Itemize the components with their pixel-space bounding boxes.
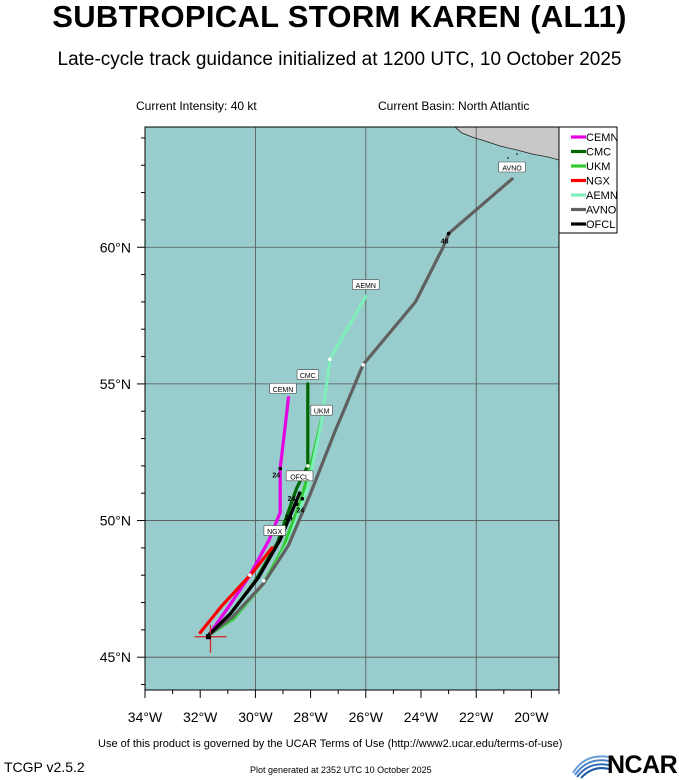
tick-label-lat: 50°N bbox=[100, 513, 131, 529]
tick-label-lat: 45°N bbox=[100, 649, 131, 665]
tick-label-lon: 34°W bbox=[128, 709, 163, 725]
track-end-label: NGX bbox=[267, 529, 283, 536]
track-end-label: CEMN bbox=[273, 387, 294, 394]
track-line-ukm bbox=[206, 417, 324, 637]
tick-label-lat: 55°N bbox=[100, 376, 131, 392]
tick-label-lon: 20°W bbox=[514, 709, 549, 725]
track-end-label-box bbox=[352, 279, 380, 290]
forecast-hour-dot bbox=[300, 496, 305, 501]
page-title: SUBTROPICAL STORM KAREN (AL11) bbox=[52, 0, 627, 34]
track-end-label-box bbox=[310, 404, 333, 416]
track-end-label: AEMN bbox=[356, 283, 376, 290]
forecast-hour-dot bbox=[446, 231, 451, 236]
terms-of-use-text: Use of this product is governed by the U… bbox=[98, 738, 563, 750]
ncar-logo-text: NCAR bbox=[607, 751, 678, 779]
legend-label-ngx: NGX bbox=[586, 176, 611, 188]
track-line-ngx bbox=[198, 546, 274, 635]
track-end-label-box bbox=[269, 383, 297, 394]
tick-label-lon: 26°W bbox=[349, 709, 384, 725]
forecast-hour-label: 24 bbox=[296, 508, 304, 515]
track-line-avno bbox=[206, 177, 514, 637]
forecast-hour-label: 24 bbox=[272, 473, 280, 480]
greenland-landmass bbox=[454, 127, 559, 161]
forecast-hour-label: 24 bbox=[285, 515, 293, 522]
tick-label-lon: 22°W bbox=[459, 709, 494, 725]
page-subtitle: Late-cycle track guidance initialized at… bbox=[57, 49, 622, 70]
legend-label-ofcl: OFCL bbox=[586, 219, 615, 231]
ocean-background bbox=[145, 127, 559, 690]
initial-position-dot bbox=[205, 634, 211, 640]
forecast-hour-label: 24 bbox=[288, 496, 296, 503]
tick-label-lon: 28°W bbox=[293, 709, 328, 725]
legend: CEMN CMC UKM NGX AEMN AVNO OFCL bbox=[558, 126, 618, 234]
current-intensity: Current Intensity: 40 kt bbox=[136, 99, 257, 113]
forecast-hour-dot bbox=[297, 491, 302, 496]
track-end-label-box bbox=[296, 369, 319, 381]
track-end-label: CMC bbox=[300, 373, 316, 380]
track-end-label: UKM bbox=[314, 409, 330, 416]
legend-label-avno: AVNO bbox=[586, 205, 617, 217]
legend-label-cemn: CEMN bbox=[586, 132, 618, 144]
legend-label-aemn: AEMN bbox=[586, 190, 618, 202]
position-dot bbox=[328, 357, 332, 362]
islet bbox=[516, 153, 518, 155]
legend-box bbox=[558, 126, 618, 234]
forecast-hour-dot bbox=[295, 502, 299, 506]
version-label: TCGP v2.5.2 bbox=[4, 759, 85, 775]
forecast-hour-label: 48 bbox=[441, 239, 449, 246]
ncar-logo-icon bbox=[572, 755, 610, 779]
track-end-label: AVNO bbox=[502, 165, 522, 172]
plot-frame bbox=[144, 126, 560, 691]
forecast-hour-dot bbox=[278, 466, 283, 471]
tick-label-lon: 30°W bbox=[238, 709, 273, 725]
position-dot bbox=[248, 573, 252, 578]
legend-label-cmc: CMC bbox=[586, 147, 611, 159]
position-dot bbox=[261, 578, 266, 583]
track-end-label-box bbox=[285, 470, 314, 482]
generated-timestamp: Plot generated at 2352 UTC 10 October 20… bbox=[250, 765, 432, 775]
tick-label-lat: 60°N bbox=[100, 239, 131, 255]
tick-label-lon: 24°W bbox=[404, 709, 439, 725]
track-end-label: OFCL bbox=[290, 474, 309, 481]
position-dot bbox=[306, 464, 310, 468]
track-end-label-box bbox=[263, 525, 286, 536]
track-line-ofcl bbox=[206, 491, 302, 637]
track-end-label-box bbox=[498, 161, 526, 173]
position-dot bbox=[361, 362, 365, 367]
ncar-logo: NCAR bbox=[571, 751, 678, 779]
current-basin: Current Basin: North Atlantic bbox=[378, 99, 530, 113]
islet bbox=[507, 157, 509, 159]
tick-label-lon: 32°W bbox=[183, 709, 218, 725]
legend-label-ukm: UKM bbox=[586, 161, 610, 173]
